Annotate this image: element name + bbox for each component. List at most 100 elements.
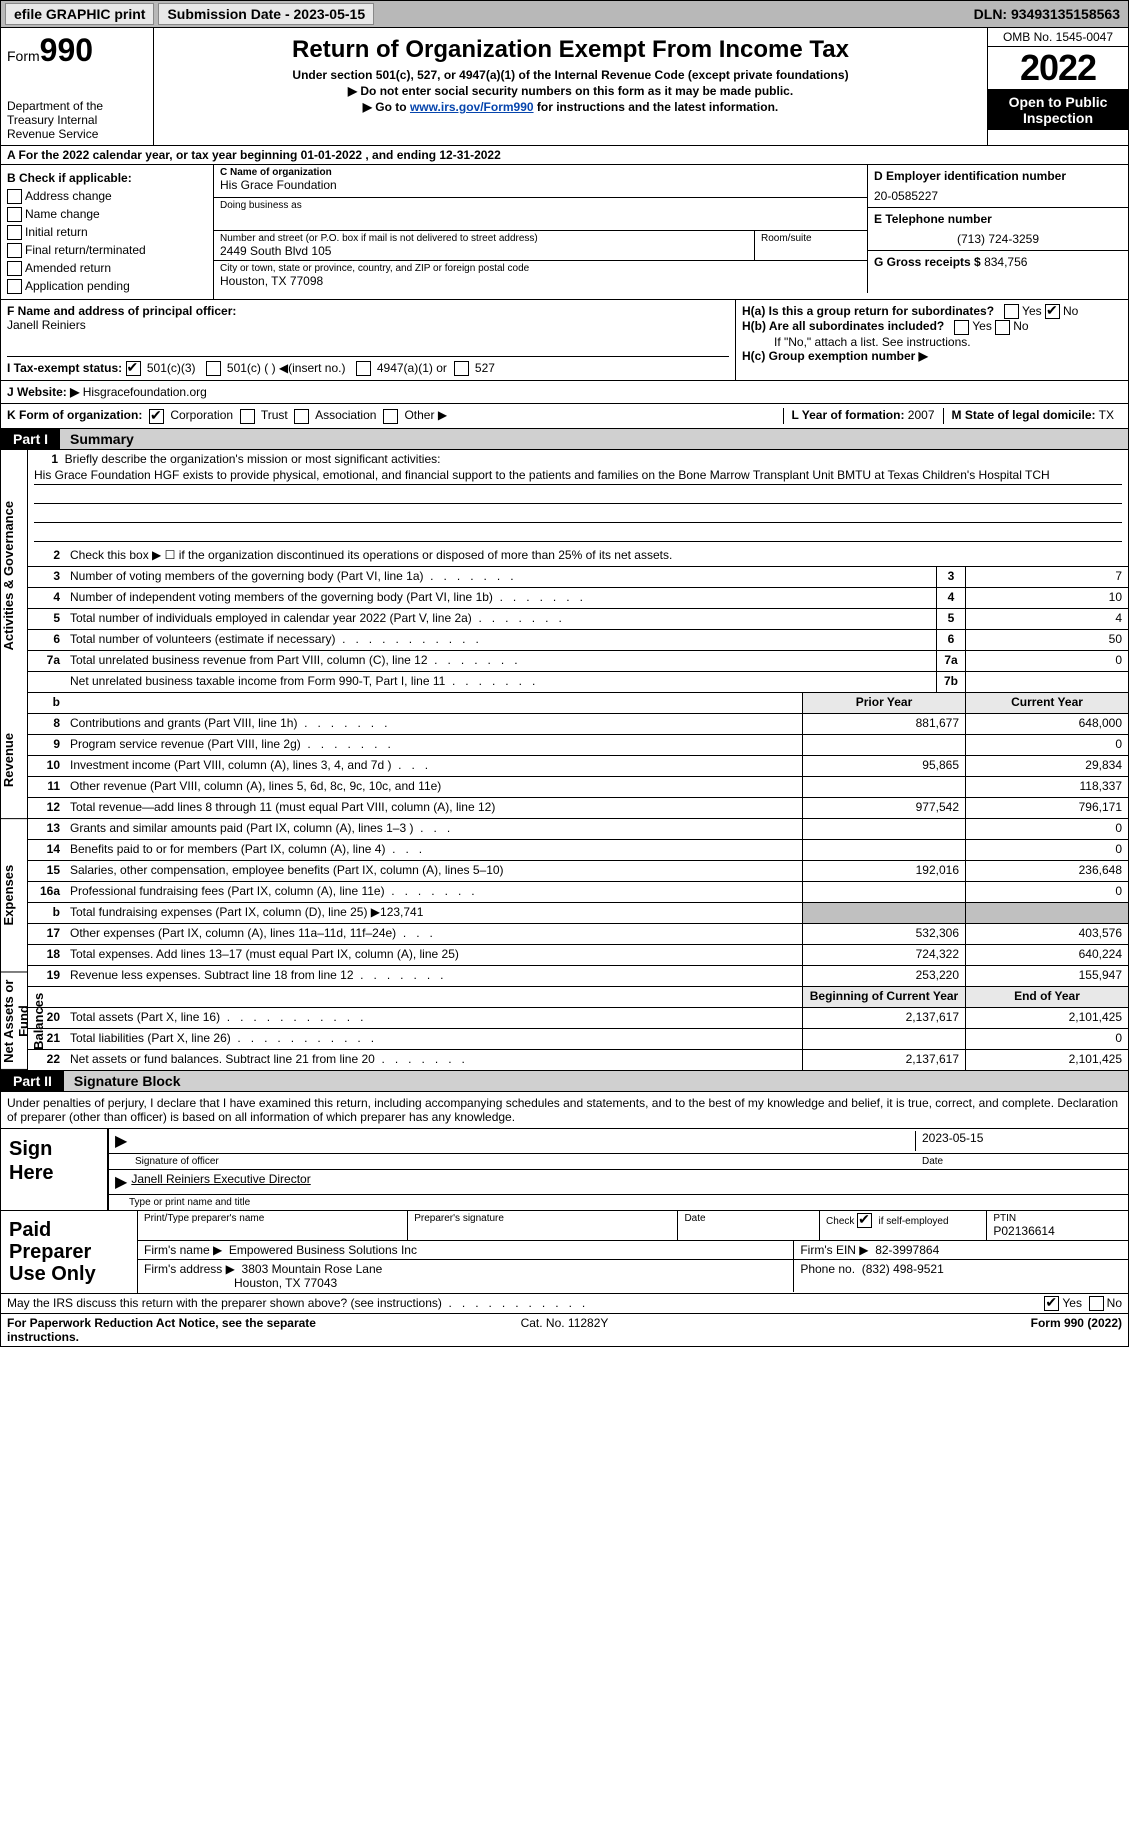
l-cell: L Year of formation: 2007 xyxy=(783,408,943,423)
l-val: 2007 xyxy=(908,408,935,422)
irs-link[interactable]: www.irs.gov/Form990 xyxy=(410,100,534,114)
l9p xyxy=(802,735,965,755)
l22: Net assets or fund balances. Subtract li… xyxy=(66,1050,802,1070)
l5v: 4 xyxy=(965,609,1128,629)
prep-h5: PTIN xyxy=(993,1213,1122,1224)
chk-trust[interactable] xyxy=(240,409,255,424)
l15c: 236,648 xyxy=(965,861,1128,881)
chk-527[interactable] xyxy=(454,361,469,376)
l10p: 95,865 xyxy=(802,756,965,776)
phone-lbl: Phone no. xyxy=(800,1262,855,1276)
l19c: 155,947 xyxy=(965,966,1128,986)
dept-treasury: Department of the Treasury Internal Reve… xyxy=(7,99,147,141)
l3: Number of voting members of the governin… xyxy=(66,567,936,587)
vlabel-gov: Activities & Governance xyxy=(1,450,27,701)
ha-lbl: H(a) Is this a group return for subordin… xyxy=(742,304,994,318)
k2: Trust xyxy=(261,408,288,422)
addr1: 3803 Mountain Rose Lane xyxy=(242,1262,383,1276)
prep-row3: Firm's address ▶ 3803 Mountain Rose Lane… xyxy=(138,1260,1128,1292)
chk-corp[interactable] xyxy=(149,409,164,424)
l-lbl: L Year of formation: xyxy=(792,408,905,422)
chk-final[interactable] xyxy=(7,243,22,258)
k-left: K Form of organization: Corporation Trus… xyxy=(7,408,783,423)
ha-no: No xyxy=(1063,304,1078,318)
k3: Association xyxy=(315,408,376,422)
k1: Corporation xyxy=(170,408,233,422)
part2-num: Part II xyxy=(1,1071,64,1091)
section-fh: F Name and address of principal officer:… xyxy=(0,300,1129,381)
d-yes: Yes xyxy=(1062,1296,1082,1310)
chk-assoc[interactable] xyxy=(294,409,309,424)
efile-topbar: efile GRAPHIC print Submission Date - 20… xyxy=(0,0,1129,28)
l20p: 2,137,617 xyxy=(802,1008,965,1028)
footer-right: Form 990 (2022) xyxy=(750,1316,1122,1344)
l19: Revenue less expenses. Subtract line 18 … xyxy=(66,966,802,986)
l9: Program service revenue (Part VIII, line… xyxy=(66,735,802,755)
firm-ein: 82-3997864 xyxy=(875,1243,939,1257)
org-name: His Grace Foundation xyxy=(220,178,861,192)
l16a: Professional fundraising fees (Part IX, … xyxy=(66,882,802,902)
row-i: I Tax-exempt status: 501(c)(3) 501(c) ( … xyxy=(7,356,729,376)
l13p xyxy=(802,819,965,839)
i-lbl: I Tax-exempt status: xyxy=(7,361,122,375)
form-header: Form990 Department of the Treasury Inter… xyxy=(0,28,1129,146)
signature-block: Under penalties of perjury, I declare th… xyxy=(0,1092,1129,1211)
l16ap xyxy=(802,882,965,902)
chk-initial[interactable] xyxy=(7,225,22,240)
subtitle-1: Under section 501(c), 527, or 4947(a)(1)… xyxy=(164,68,977,82)
vside: Activities & Governance Revenue Expenses… xyxy=(1,450,28,1070)
d-no: No xyxy=(1107,1296,1122,1310)
form-990: 990 xyxy=(40,32,93,68)
l4: Number of independent voting members of … xyxy=(66,588,936,608)
tel-lbl: E Telephone number xyxy=(874,212,1122,226)
chk-hb-yes[interactable] xyxy=(954,320,969,335)
i1: 501(c)(3) xyxy=(147,361,196,375)
l10c: 29,834 xyxy=(965,756,1128,776)
l1-blank1 xyxy=(34,487,1122,504)
chk-amended[interactable] xyxy=(7,261,22,276)
chk-4947[interactable] xyxy=(356,361,371,376)
firm-name: Empowered Business Solutions Inc xyxy=(229,1243,417,1257)
discuss-yn: Yes No xyxy=(1044,1296,1122,1311)
discuss-text: May the IRS discuss this return with the… xyxy=(7,1296,1044,1311)
sig-date-lbl: Date xyxy=(922,1156,1122,1167)
l3v: 7 xyxy=(965,567,1128,587)
subtitle-3: ▶ Go to www.irs.gov/Form990 for instruct… xyxy=(164,100,977,114)
efile-print-button[interactable]: efile GRAPHIC print xyxy=(5,3,154,25)
chk-501c3[interactable] xyxy=(126,361,141,376)
sub3a: ▶ Go to xyxy=(363,100,410,114)
chk-discuss-no[interactable] xyxy=(1089,1296,1104,1311)
chk-hb-no[interactable] xyxy=(995,320,1010,335)
l17p: 532,306 xyxy=(802,924,965,944)
sig-of-officer: Signature of officer xyxy=(115,1156,922,1167)
chk-address-change[interactable] xyxy=(7,189,22,204)
l14c: 0 xyxy=(965,840,1128,860)
part1-title: Summary xyxy=(60,429,1128,449)
chk-discuss-yes[interactable] xyxy=(1044,1296,1059,1311)
room-lbl: Room/suite xyxy=(761,233,861,244)
chk-501c[interactable] xyxy=(206,361,221,376)
i2: 501(c) ( ) ◀(insert no.) xyxy=(227,361,346,375)
chk-ha-no[interactable] xyxy=(1045,304,1060,319)
tel: (713) 724-3259 xyxy=(874,232,1122,246)
b6: Application pending xyxy=(25,279,130,293)
d-tel: E Telephone number (713) 724-3259 xyxy=(868,208,1128,251)
chk-other[interactable] xyxy=(383,409,398,424)
l7b: Net unrelated business taxable income fr… xyxy=(66,672,936,692)
part1-bar: Part I Summary xyxy=(0,429,1129,450)
section-c: C Name of organization His Grace Foundat… xyxy=(214,165,868,293)
row-k: K Form of organization: Corporation Trus… xyxy=(0,404,1129,428)
l2: Check this box ▶ ☐ if the organization d… xyxy=(66,546,1128,566)
street: 2449 South Blvd 105 xyxy=(220,244,748,258)
chk-pending[interactable] xyxy=(7,279,22,294)
j-lbl: J Website: ▶ xyxy=(7,385,79,399)
l7av: 0 xyxy=(965,651,1128,671)
ein: 20-0585227 xyxy=(874,189,1122,203)
chk-self-employed[interactable] xyxy=(857,1213,872,1228)
prep-right: Print/Type preparer's name Preparer's si… xyxy=(137,1211,1128,1293)
chk-ha-yes[interactable] xyxy=(1004,304,1019,319)
discuss-row: May the IRS discuss this return with the… xyxy=(0,1294,1129,1314)
chk-name-change[interactable] xyxy=(7,207,22,222)
prep-row1: Print/Type preparer's name Preparer's si… xyxy=(138,1211,1128,1241)
form-title: Return of Organization Exempt From Incom… xyxy=(164,36,977,64)
